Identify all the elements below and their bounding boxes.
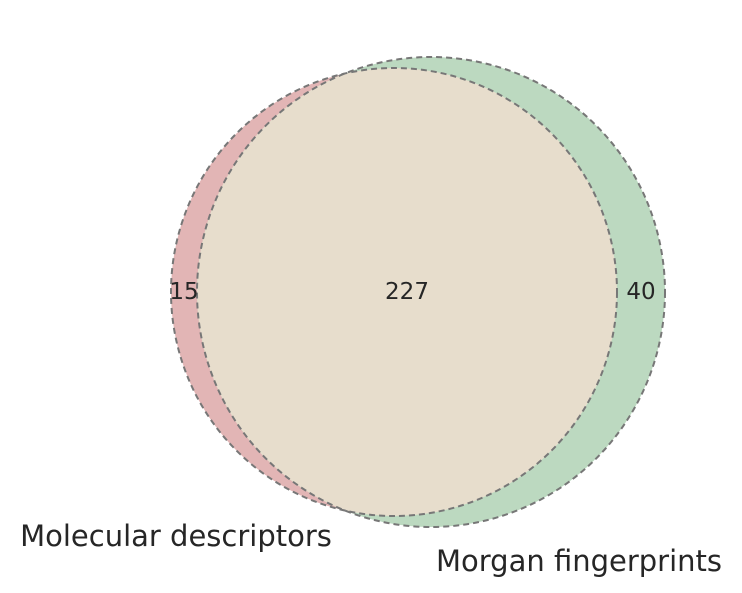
molecular-descriptors-outline bbox=[170, 67, 618, 517]
count-intersection: 227 bbox=[385, 279, 429, 305]
count-only-morgan-fingerprints: 40 bbox=[626, 279, 655, 305]
count-only-molecular-descriptors: 15 bbox=[169, 279, 198, 305]
intersection-region bbox=[197, 68, 617, 516]
morgan-fingerprints-outline bbox=[196, 56, 666, 528]
set-label-morgan-fingerprints: Morgan fingerprints bbox=[436, 544, 722, 578]
set-label-molecular-descriptors: Molecular descriptors bbox=[20, 519, 332, 553]
